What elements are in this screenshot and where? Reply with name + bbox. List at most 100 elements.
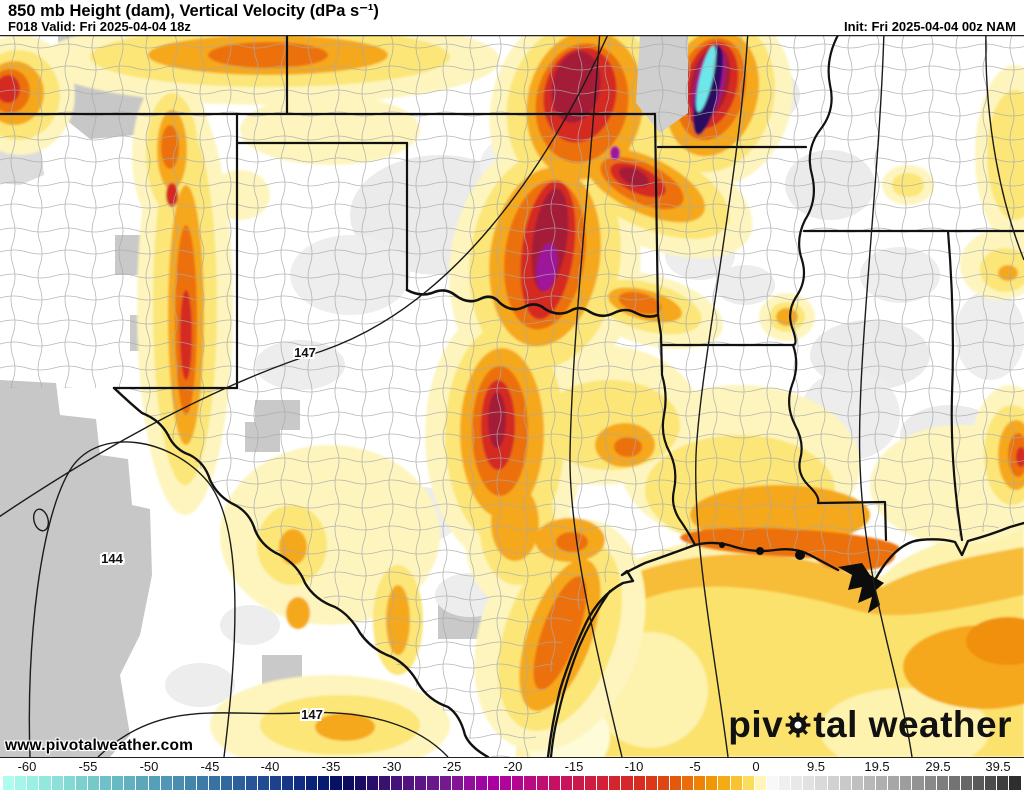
colorbar-segment [172,776,184,790]
colorbar-segment [1009,776,1021,790]
colorbar-segment [997,776,1009,790]
map-header: 850 mb Height (dam), Vertical Velocity (… [0,0,1024,35]
colorbar-segment [754,776,766,790]
colorbar-segment [366,776,378,790]
colorbar-segment [730,776,742,790]
colorbar-segment [403,776,415,790]
colorbar-segment [948,776,960,790]
colorbar-segment [973,776,985,790]
colorbar-segment [136,776,148,790]
colorbar-segment [124,776,136,790]
sabine-border [656,313,697,547]
colorbar-segment [536,776,548,790]
init-time-label: Init: Fri 2025-04-04 00z NAM [844,19,1016,34]
colorbar-segment [766,776,778,790]
state-borders [0,35,1024,757]
colorbar-tick: -40 [260,759,280,774]
colorbar-segment [197,776,209,790]
contour-label: 147 [294,345,316,360]
colorbar-segment [391,776,403,790]
colorbar-segment [888,776,900,790]
colorbar-segment [257,776,269,790]
colorbar-segment [415,776,427,790]
colorbar-tick: -15 [564,759,584,774]
colorbar-segment [488,776,500,790]
colorbar-segment [706,776,718,790]
colorbar-segment [269,776,281,790]
colorbar-segment [669,776,681,790]
colorbar-segment [439,776,451,790]
colorbar-segment [597,776,609,790]
contour-label-group: 147 144 147 [99,343,325,724]
colorbar-tick: -20 [503,759,523,774]
colorbar-tick: -10 [624,759,644,774]
colorbar-segment [330,776,342,790]
colorbar-tick: -50 [139,759,159,774]
colorbar-tick: -60 [17,759,37,774]
colorbar-segment [803,776,815,790]
colorbar-segment [209,776,221,790]
colorbar-segment [742,776,754,790]
colorbar-segment [39,776,51,790]
colorbar-segment [500,776,512,790]
colorbar-tick: 29.5 [925,759,951,774]
colorbar-segment [912,776,924,790]
colorbar-segment [87,776,99,790]
colorbar-segment [718,776,730,790]
ms-al-coastline [873,521,1024,582]
colorbar-segment [281,776,293,790]
colorbar-tick: -25 [442,759,462,774]
colorbar: -60 -55 -50 -45 -40 -35 -30 -25 -20 -15 -10 -5 0 9.5 1… [0,757,1024,791]
colorbar-segment [342,776,354,790]
logo-text-part2: tal weather [813,704,1012,745]
colorbar-segment [572,776,584,790]
colorbar-segment [960,776,972,790]
contour-label: 144 [101,551,123,566]
colorbar-segment [354,776,366,790]
colorbar-tick: -35 [321,759,341,774]
colorbar-tick: -55 [78,759,98,774]
colorbar-segment [815,776,827,790]
barrier-islands [549,589,612,757]
colorbar-tick: 39.5 [985,759,1011,774]
colorbar-segment [900,776,912,790]
contour-144-low [28,441,236,757]
colorbar-segment [657,776,669,790]
colorbar-segments [3,776,1021,790]
map-title: 850 mb Height (dam), Vertical Velocity (… [8,2,379,20]
colorbar-segment [876,776,888,790]
colorbar-segment [51,776,63,790]
colorbar-segment [609,776,621,790]
colorbar-tick: -5 [689,759,701,774]
colorbar-segment [318,776,330,790]
colorbar-tick: 0 [752,759,760,774]
gear-icon [784,708,812,745]
colorbar-segment [475,776,487,790]
rio-grande-border [112,386,490,757]
colorbar-segment [924,776,936,790]
colorbar-segment [148,776,160,790]
colorbar-segment [779,776,791,790]
colorbar-segment [378,776,390,790]
colorbar-segment [524,776,536,790]
colorbar-segment [463,776,475,790]
colorbar-segment [851,776,863,790]
colorbar-segment [682,776,694,790]
colorbar-tick: -45 [200,759,220,774]
colorbar-segment [112,776,124,790]
red-river-border [405,288,660,318]
colorbar-segment [694,776,706,790]
colorbar-segment [645,776,657,790]
logo-text-part1: piv [728,704,784,745]
colorbar-segment [560,776,572,790]
colorbar-segment [621,776,633,790]
delta-marsh [719,542,884,613]
height-contours [0,35,1024,757]
colorbar-segment [160,776,172,790]
colorbar-segment [221,776,233,790]
colorbar-segment [184,776,196,790]
contour-label: 147 [301,707,323,722]
colorbar-segment [233,776,245,790]
colorbar-segment [633,776,645,790]
